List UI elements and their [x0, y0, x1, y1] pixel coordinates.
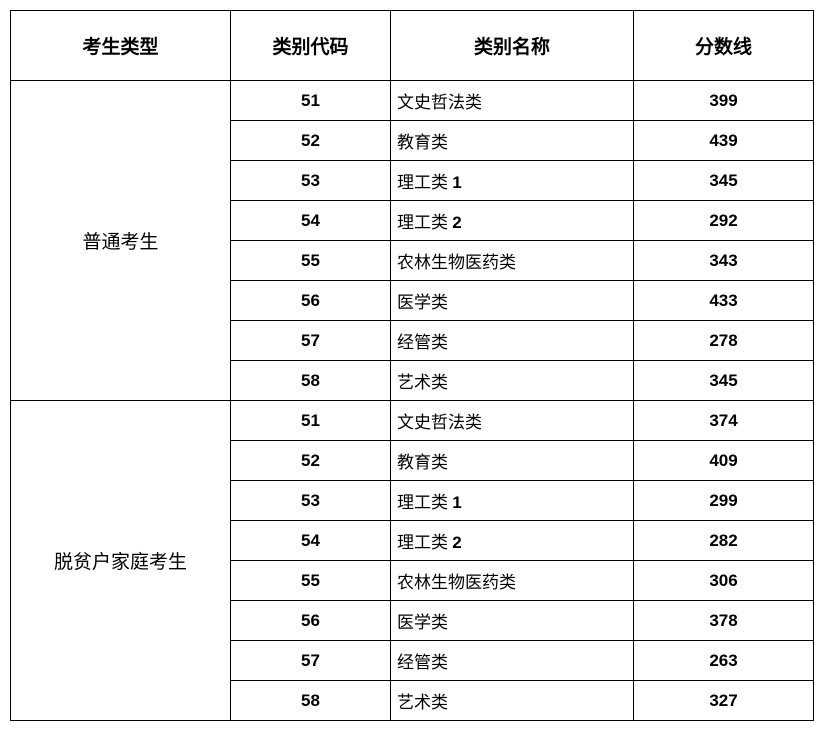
- score-cell: 263: [634, 641, 814, 681]
- category-name-cell: 理工类 2: [391, 201, 634, 241]
- category-code-cell: 57: [231, 641, 391, 681]
- category-code-cell: 58: [231, 681, 391, 721]
- category-name-cell: 医学类: [391, 281, 634, 321]
- table-row: 普通考生51文史哲法类399: [11, 81, 814, 121]
- category-name-text: 理工类: [397, 493, 448, 512]
- score-cell: 345: [634, 161, 814, 201]
- header-student-type: 考生类型: [11, 11, 231, 81]
- category-code-cell: 55: [231, 241, 391, 281]
- category-name-text: 文史哲法类: [397, 93, 482, 112]
- category-name-text: 艺术类: [397, 693, 448, 712]
- category-code-cell: 56: [231, 601, 391, 641]
- category-name-text: 教育类: [397, 453, 448, 472]
- score-cell: 306: [634, 561, 814, 601]
- category-name-number: 1: [452, 173, 461, 192]
- category-name-text: 医学类: [397, 293, 448, 312]
- score-cell: 409: [634, 441, 814, 481]
- score-cell: 439: [634, 121, 814, 161]
- category-name-cell: 艺术类: [391, 361, 634, 401]
- student-type-cell: 脱贫户家庭考生: [11, 401, 231, 721]
- score-cell: 292: [634, 201, 814, 241]
- score-cell: 327: [634, 681, 814, 721]
- category-name-text: 教育类: [397, 133, 448, 152]
- category-code-cell: 51: [231, 401, 391, 441]
- category-name-cell: 经管类: [391, 321, 634, 361]
- category-code-cell: 54: [231, 521, 391, 561]
- category-name-text: 经管类: [397, 333, 448, 352]
- category-name-cell: 农林生物医药类: [391, 241, 634, 281]
- category-name-text: 理工类: [397, 213, 448, 232]
- header-score-line: 分数线: [634, 11, 814, 81]
- category-code-cell: 55: [231, 561, 391, 601]
- category-code-cell: 54: [231, 201, 391, 241]
- score-cell: 282: [634, 521, 814, 561]
- score-cell: 399: [634, 81, 814, 121]
- category-name-cell: 艺术类: [391, 681, 634, 721]
- category-name-cell: 文史哲法类: [391, 81, 634, 121]
- table-body: 普通考生51文史哲法类39952教育类43953理工类 134554理工类 22…: [11, 81, 814, 721]
- score-table: 考生类型 类别代码 类别名称 分数线 普通考生51 文史哲法类 399 52 教育类 43…: [10, 10, 814, 721]
- category-code-cell: 53: [231, 161, 391, 201]
- score-cell: 345: [634, 361, 814, 401]
- score-cell: 343: [634, 241, 814, 281]
- category-name-text: 经管类: [397, 653, 448, 672]
- student-type-cell: 普通考生: [11, 81, 231, 401]
- category-name-cell: 教育类: [391, 441, 634, 481]
- score-cell: 374: [634, 401, 814, 441]
- score-cell: 433: [634, 281, 814, 321]
- category-code-cell: 51: [231, 81, 391, 121]
- category-code-cell: 53: [231, 481, 391, 521]
- category-code-cell: 58: [231, 361, 391, 401]
- category-code-cell: 57: [231, 321, 391, 361]
- category-name-number: 2: [452, 533, 461, 552]
- category-name-cell: 文史哲法类: [391, 401, 634, 441]
- header-row: 考生类型 类别代码 类别名称 分数线: [11, 11, 814, 81]
- category-name-cell: 农林生物医药类: [391, 561, 634, 601]
- category-code-cell: 56: [231, 281, 391, 321]
- category-name-cell: 理工类 1: [391, 481, 634, 521]
- category-name-text: 理工类: [397, 173, 448, 192]
- category-code-cell: 52: [231, 441, 391, 481]
- score-cell: 378: [634, 601, 814, 641]
- score-cell: 278: [634, 321, 814, 361]
- category-code-cell: 52: [231, 121, 391, 161]
- category-name-cell: 理工类 2: [391, 521, 634, 561]
- category-name-text: 艺术类: [397, 373, 448, 392]
- category-name-number: 1: [452, 493, 461, 512]
- category-name-text: 医学类: [397, 613, 448, 632]
- category-name-cell: 理工类 1: [391, 161, 634, 201]
- category-name-cell: 医学类: [391, 601, 634, 641]
- category-name-text: 农林生物医药类: [397, 573, 516, 592]
- header-category-code: 类别代码: [231, 11, 391, 81]
- table-row: 脱贫户家庭考生51文史哲法类374: [11, 401, 814, 441]
- category-name-text: 农林生物医药类: [397, 253, 516, 272]
- category-name-cell: 经管类: [391, 641, 634, 681]
- category-name-text: 理工类: [397, 533, 448, 552]
- category-name-text: 文史哲法类: [397, 413, 482, 432]
- header-category-name: 类别名称: [391, 11, 634, 81]
- category-name-number: 2: [452, 213, 461, 232]
- category-name-cell: 教育类: [391, 121, 634, 161]
- score-cell: 299: [634, 481, 814, 521]
